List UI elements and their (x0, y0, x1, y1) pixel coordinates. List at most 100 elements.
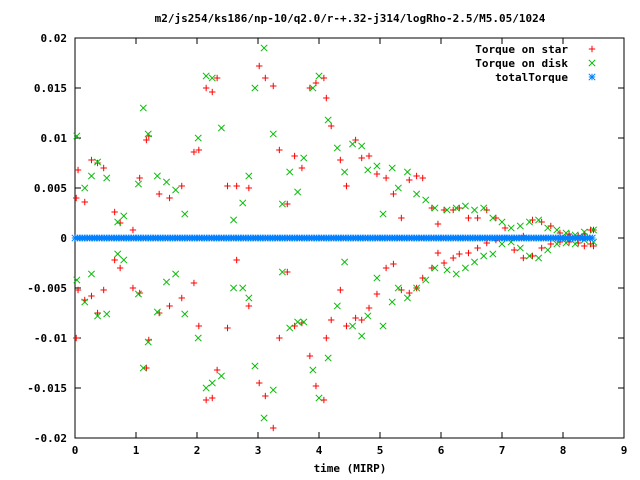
series-torque-on-star-point (398, 286, 405, 294)
series-torque-on-disk-point (286, 168, 294, 176)
series-torque-on-star-point (343, 182, 350, 190)
series-torque-on-star-point (276, 146, 283, 154)
series-torque-on-star-point (284, 268, 291, 276)
series-torque-on-star-point (538, 218, 545, 226)
series-torque-on-disk-point (315, 72, 323, 80)
series-torque-on-star-point (291, 152, 298, 160)
series-torque-on-disk-point (208, 379, 216, 387)
series-torque-on-disk-point (498, 218, 506, 226)
series-torque-on-disk-point (422, 276, 430, 284)
series-torque-on-disk-point (379, 210, 387, 218)
series-torque-on-star-point (538, 244, 545, 252)
series-torque-on-disk-point (162, 178, 171, 186)
series-torque-on-disk-point (309, 366, 317, 374)
series-torque-on-star-point (143, 136, 150, 144)
series-torque-on-disk-point (470, 206, 479, 214)
series-torque-on-star-point (190, 279, 198, 287)
series-torque-on-disk-point (535, 254, 543, 262)
series-torque-on-disk-point (239, 284, 247, 292)
series-torque-on-disk-point (580, 228, 588, 236)
series-torque-on-star-point (465, 249, 472, 257)
series-torque-on-star-point (166, 302, 173, 310)
series-torque-on-disk-point (153, 172, 161, 180)
series-torque-on-disk-point (348, 322, 357, 330)
series-torque-on-disk-point (452, 204, 460, 212)
series-torque-on-star-point (320, 74, 328, 82)
series-torque-on-star-point (337, 156, 344, 164)
series-torque-on-disk-point (300, 318, 308, 326)
y-tick-label: -0.005 (27, 282, 67, 295)
axis-ticks: 0 1 2 3 4 5 6 7 8 9 -0.02 -0.015 -0.01 -0.005 0 0.005 0.… (27, 32, 627, 457)
series-torque-on-disk-point (489, 250, 497, 258)
x-tick-label: 5 (377, 444, 384, 457)
y-tick-label: -0.01 (34, 332, 67, 345)
series-torque-on-star-point (390, 190, 397, 198)
series-torque-on-star-point (590, 242, 597, 250)
chart-title: m2/js254/ks186/np-10/q2.0/r-+.32-j314/lo… (155, 12, 546, 25)
series-torque-on-disk-point (341, 168, 349, 176)
series-torque-on-disk-point (364, 166, 372, 174)
y-tick-label: 0.005 (34, 182, 67, 195)
series-torque-on-disk-point (294, 318, 302, 326)
series-torque-on-disk-point (300, 154, 308, 162)
series-torque-on-star-point (136, 174, 143, 182)
series-torque-on-star-point (456, 250, 463, 258)
legend-marker (588, 45, 596, 53)
series-torque-on-star-point (256, 379, 263, 387)
x-tick-label: 0 (72, 444, 79, 457)
series-torque-on-star-point (195, 146, 203, 154)
series-torque-on-star-point (440, 259, 448, 267)
series-torque-on-disk-point (181, 310, 189, 318)
series-torque-on-disk-point (431, 204, 439, 212)
series-torque-on-star-point (129, 284, 137, 292)
series-torque-on-disk-point (73, 276, 81, 284)
series-torque-on-star-point (398, 214, 405, 222)
series-torque-on-star-point (501, 224, 509, 232)
series-torque-on-disk-point (260, 44, 268, 52)
series-torque-on-star-point (419, 274, 426, 282)
series-torque-on-star-point (373, 170, 381, 178)
series-torque-on-star-point (213, 74, 221, 82)
series-torque-on-star-point (306, 352, 314, 360)
series-torque-on-disk-point (134, 180, 142, 188)
legend-marker (588, 59, 596, 67)
series-torque-on-star-point (306, 84, 314, 92)
series-torque-on-disk-point (507, 224, 515, 232)
series-torque-on-disk-point (461, 264, 469, 272)
series-torque-on-disk-point (260, 414, 268, 422)
series-torque-on-disk-point (202, 384, 210, 392)
series-torque-on-star-point (270, 424, 277, 432)
series-torque-on-star-point (111, 208, 118, 216)
series-torque-on-disk-point (103, 174, 111, 182)
series-torque-on-disk-point (144, 130, 152, 138)
series-torque-on-disk-point (443, 266, 451, 274)
series-torque-on-star-point (74, 166, 82, 174)
series-torque-on-disk-point (103, 310, 111, 318)
series-torque-on-star-point (224, 182, 231, 190)
series-torque-on-disk-point (516, 244, 524, 252)
series-torque-on-star-point (406, 289, 413, 297)
series-torque-on-disk-point (373, 274, 381, 282)
series-torque-on-disk-point (373, 162, 381, 170)
series-torque-on-star-point (320, 396, 328, 404)
series-torque-on-disk-point (120, 212, 128, 220)
series-torque-on-star-point (100, 286, 107, 294)
series-torque-on-disk-point (489, 214, 497, 222)
series-torque-on-star-point (291, 322, 298, 330)
series-torque-on-star-point (428, 204, 436, 212)
series-torque-on-star-point (373, 290, 381, 298)
series-torque-on-disk-point (341, 258, 349, 266)
series-torque-on-disk-point (394, 184, 402, 192)
series-torque-on-disk-point (217, 124, 225, 132)
series-torque-on-disk-point (230, 216, 238, 224)
series-torque-on-disk-point (172, 186, 180, 194)
series-torque-on-star-point (358, 316, 365, 324)
series-torque-on-disk-point (94, 158, 102, 166)
series-torque-on-star-point (276, 334, 283, 342)
series-torque-on-star-point (178, 294, 185, 302)
series-torque-on-star-point (520, 254, 527, 262)
series-torque-on-star-point (233, 256, 240, 264)
series-torque-on-disk-point (202, 72, 210, 80)
